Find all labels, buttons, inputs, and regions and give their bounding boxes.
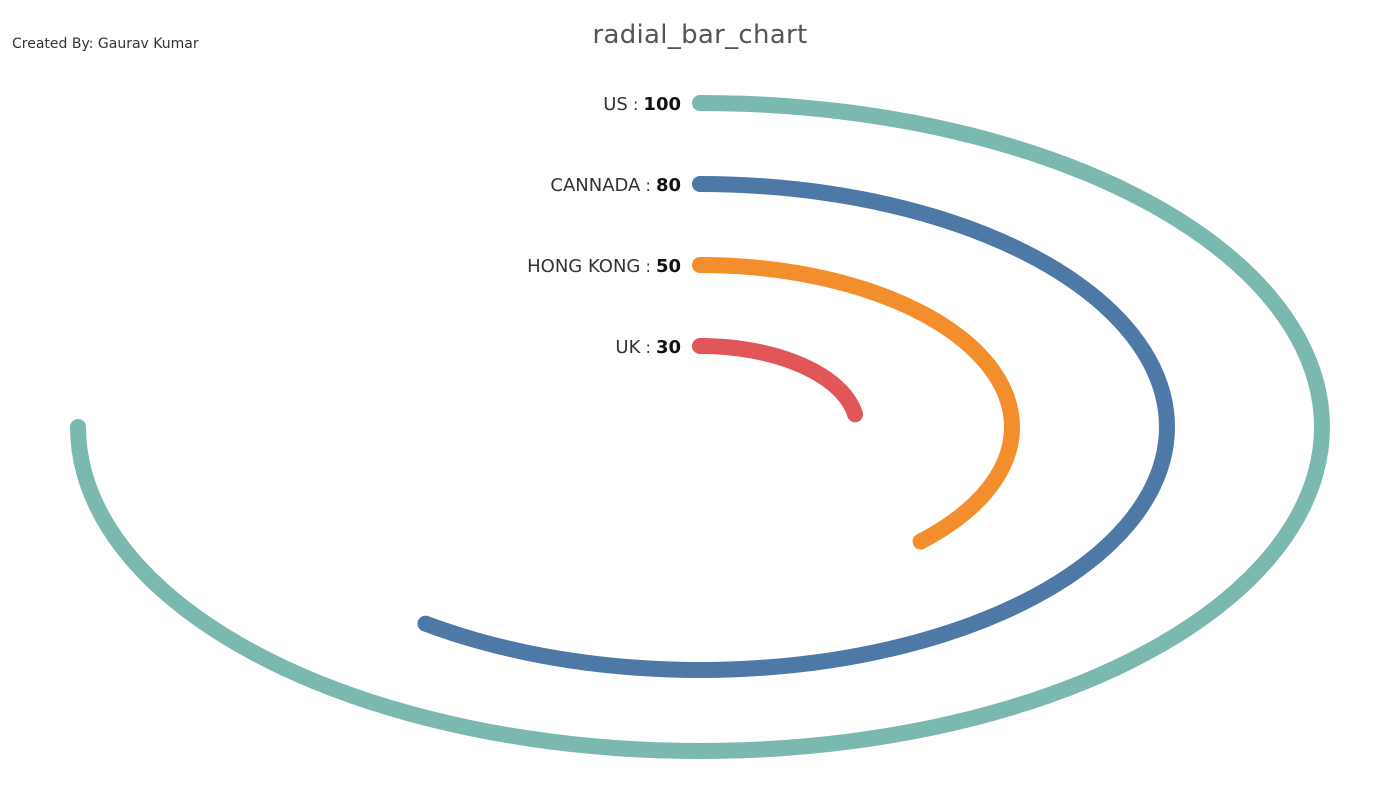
bar-label-uk: UK : 30 <box>615 337 681 358</box>
bar-label-us: US : 100 <box>603 94 681 115</box>
radial-bar-hong-kong <box>692 257 1020 550</box>
radial-bar-uk <box>692 338 864 423</box>
bar-label-value: 30 <box>656 337 681 358</box>
bar-label-value: 100 <box>643 94 681 115</box>
bar-label-value: 50 <box>656 256 681 277</box>
bar-label-name: UK <box>615 337 641 358</box>
radial-bar-us <box>70 95 1330 759</box>
bar-label-cannada: CANNADA : 80 <box>550 175 681 196</box>
bar-label-value: 80 <box>656 175 681 196</box>
chart-title: radial_bar_chart <box>592 20 808 50</box>
bar-label-separator: : <box>640 257 656 276</box>
bar-label-separator: : <box>628 95 644 114</box>
labels-layer: US : 100 CANNADA : 80 HONG KONG : 50 UK : 3… <box>527 94 681 358</box>
bar-label-name: CANNADA <box>550 175 641 196</box>
bar-label-hong-kong: HONG KONG : 50 <box>527 256 681 277</box>
arcs-layer <box>70 95 1330 759</box>
bar-label-name: HONG KONG <box>527 256 640 277</box>
bar-label-separator: : <box>640 338 656 357</box>
bar-label-separator: : <box>640 176 656 195</box>
credit-text: Created By: Gaurav Kumar <box>12 36 199 52</box>
radial-bar-cannada <box>417 176 1175 678</box>
bar-label-name: US <box>603 94 628 115</box>
